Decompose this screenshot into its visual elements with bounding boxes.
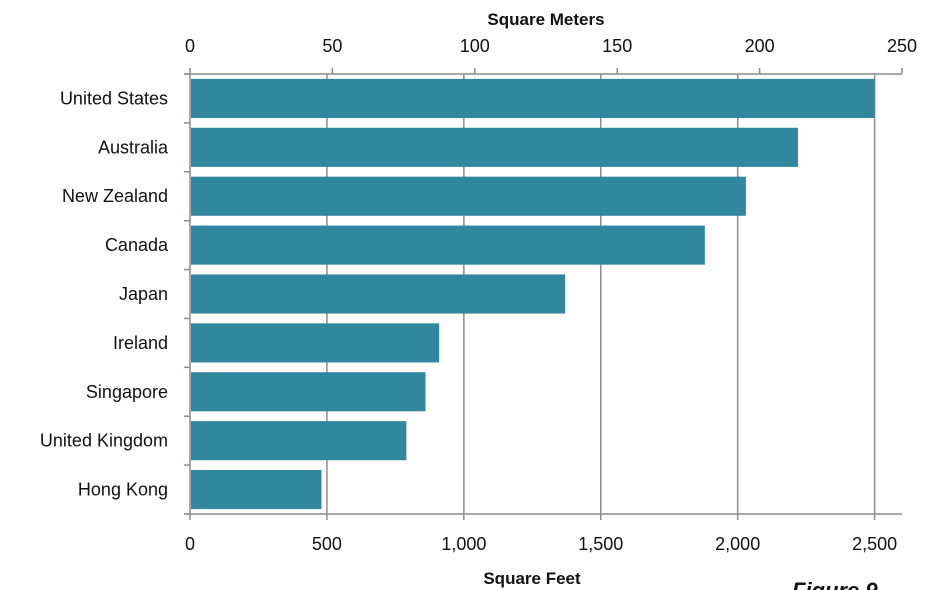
category-label: Australia (98, 137, 169, 157)
x-tick-label: 2,000 (715, 534, 760, 554)
x2-tick-label: 250 (887, 36, 917, 56)
x2-tick-label: 150 (602, 36, 632, 56)
x2-tick-label: 100 (460, 36, 490, 56)
axes (184, 68, 903, 520)
figure-caption: Figure 9 (792, 578, 878, 590)
bar (191, 176, 746, 216)
top-axis-title: Square Meters (487, 10, 604, 29)
bar (191, 372, 426, 412)
category-label: Ireland (113, 333, 168, 353)
bar (191, 323, 440, 363)
bars (191, 78, 875, 510)
x2-tick-label: 0 (185, 36, 195, 56)
bar (191, 225, 705, 265)
bar (191, 274, 566, 314)
category-label: Canada (105, 235, 169, 255)
x-tick-label: 500 (312, 534, 342, 554)
bar (191, 78, 875, 118)
bar (191, 470, 322, 510)
x2-tick-label: 200 (745, 36, 775, 56)
bottom-axis-title: Square Feet (483, 569, 581, 588)
x-tick-label: 1,000 (441, 534, 486, 554)
bar (191, 421, 407, 461)
x2-tick-label: 50 (322, 36, 342, 56)
category-label: United States (60, 88, 168, 108)
category-label: Japan (119, 284, 168, 304)
x-tick-label: 1,500 (578, 534, 623, 554)
category-label: Singapore (86, 382, 168, 402)
tick-labels: United States Australia New Zealand Canada J… (40, 36, 917, 554)
category-label: New Zealand (62, 186, 168, 206)
category-label: United Kingdom (40, 431, 168, 451)
x-tick-label: 2,500 (852, 534, 897, 554)
category-label: Hong Kong (78, 480, 168, 500)
bar (191, 127, 798, 167)
x-tick-label: 0 (185, 534, 195, 554)
